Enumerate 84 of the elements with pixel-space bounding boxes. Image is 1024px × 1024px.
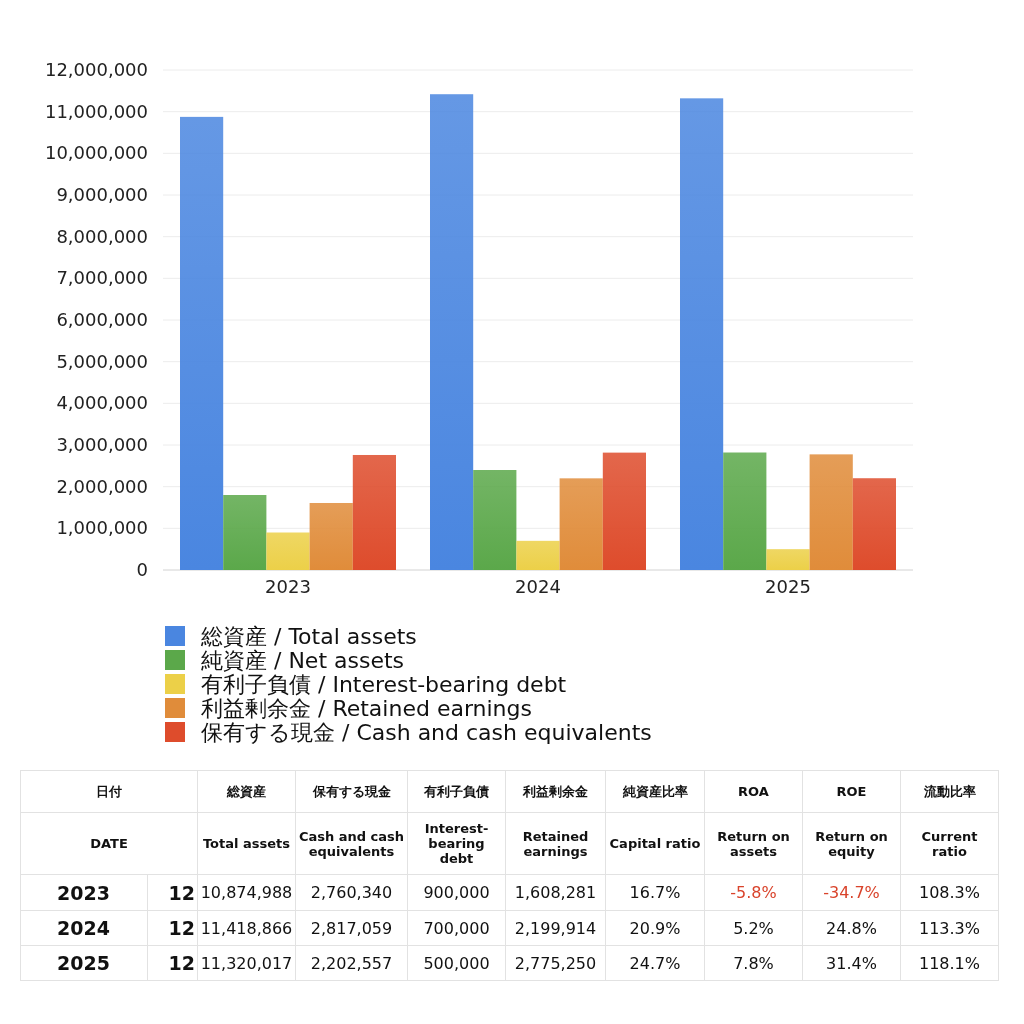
text: 16.7% — [629, 883, 681, 902]
bar — [809, 454, 853, 570]
text: 保有する現金 — [312, 783, 391, 799]
text: 12 — [168, 881, 195, 904]
text: Current ratio — [921, 828, 978, 859]
text: 10,874,988 — [200, 883, 293, 902]
text: 11,320,017 — [200, 953, 293, 973]
text: 純資産比率 — [622, 783, 688, 799]
text: 12 — [168, 917, 195, 939]
bar — [559, 478, 603, 570]
bar — [516, 540, 560, 570]
text: 12 — [168, 952, 195, 974]
text: 31.4% — [826, 953, 877, 973]
y-tick-label: 7,000,000 — [56, 267, 148, 289]
text: ROA — [738, 784, 769, 799]
text: -34.7% — [823, 883, 880, 902]
text: 113.3% — [918, 918, 980, 938]
bar — [680, 98, 724, 570]
text: 2,760,340 — [310, 883, 393, 902]
bar — [223, 495, 267, 570]
text: 2,775,250 — [514, 953, 597, 973]
legend-label: 利益剰余金 / Retained earnings — [201, 696, 532, 721]
text: 2025 — [57, 952, 110, 974]
y-tick-label: 4,000,000 — [56, 392, 148, 414]
y-tick-label: 12,000,000 — [44, 59, 148, 80]
text: 20.9% — [629, 918, 681, 938]
text: 2024 — [57, 917, 110, 939]
text: 700,000 — [423, 918, 490, 938]
text: Capital ratio — [609, 836, 701, 851]
text: 1,608,281 — [514, 883, 597, 902]
text: 日付 — [96, 783, 122, 799]
text: Cash and cash equivalents — [298, 828, 405, 859]
text: 2,817,059 — [310, 918, 393, 938]
y-tick-label: 5,000,000 — [56, 350, 148, 372]
y-tick-label: 8,000,000 — [56, 225, 148, 247]
legend-label: 保有する現金 / Cash and cash equivalents — [201, 720, 652, 745]
text: -5.8% — [730, 883, 777, 902]
text: Return on assets — [717, 828, 790, 859]
text: 108.3% — [918, 883, 980, 902]
text: 2,199,914 — [514, 918, 597, 938]
y-tick-label: 0 — [136, 559, 148, 580]
legend-label: 総資産 / Total assets — [200, 624, 417, 649]
text: 流動比率 — [923, 783, 976, 799]
bar — [266, 532, 310, 570]
bar — [723, 452, 767, 570]
text: 11,418,866 — [200, 918, 293, 938]
text: 2,202,557 — [310, 953, 393, 973]
x-tick-label: 2025 — [765, 576, 811, 597]
text: 118.1% — [918, 953, 980, 973]
text: 7.8% — [733, 953, 774, 973]
y-tick-label: 11,000,000 — [44, 100, 148, 122]
text: 2023 — [57, 881, 110, 904]
bar — [852, 478, 896, 570]
bar — [352, 454, 396, 570]
bar — [180, 116, 224, 570]
legend-label: 有利子負債 / Interest-bearing debt — [201, 672, 567, 697]
text: 利益剰余金 — [523, 783, 588, 799]
bar — [766, 549, 810, 570]
y-tick-label: 9,000,000 — [56, 184, 148, 205]
bar — [430, 94, 474, 570]
y-tick-label: 6,000,000 — [56, 309, 148, 330]
text: Interest-bearing debt — [424, 821, 489, 866]
y-tick-label: 1,000,000 — [56, 517, 148, 539]
bar — [309, 502, 353, 570]
x-tick-label: 2023 — [265, 576, 311, 597]
text: 有利子負債 — [424, 783, 489, 799]
text: Return on equity — [815, 828, 888, 859]
y-tick-label: 2,000,000 — [56, 475, 148, 497]
text: 900,000 — [423, 883, 490, 902]
text: 5.2% — [733, 918, 774, 938]
y-tick-label: 3,000,000 — [56, 434, 148, 455]
text: 24.7% — [629, 953, 681, 973]
legend-label: 純資産 / Net assets — [201, 648, 405, 673]
y-tick-label: 10,000,000 — [44, 142, 148, 164]
text: DATE — [90, 836, 128, 851]
bar — [473, 470, 517, 570]
text: 500,000 — [423, 953, 490, 973]
text: ROE — [836, 784, 867, 799]
x-tick-label: 2024 — [515, 576, 561, 597]
text: 24.8% — [826, 918, 877, 938]
bar — [602, 452, 646, 570]
text: Total assets — [202, 836, 291, 851]
text: 総資産 — [227, 783, 266, 799]
text: Retained earnings — [522, 828, 589, 859]
